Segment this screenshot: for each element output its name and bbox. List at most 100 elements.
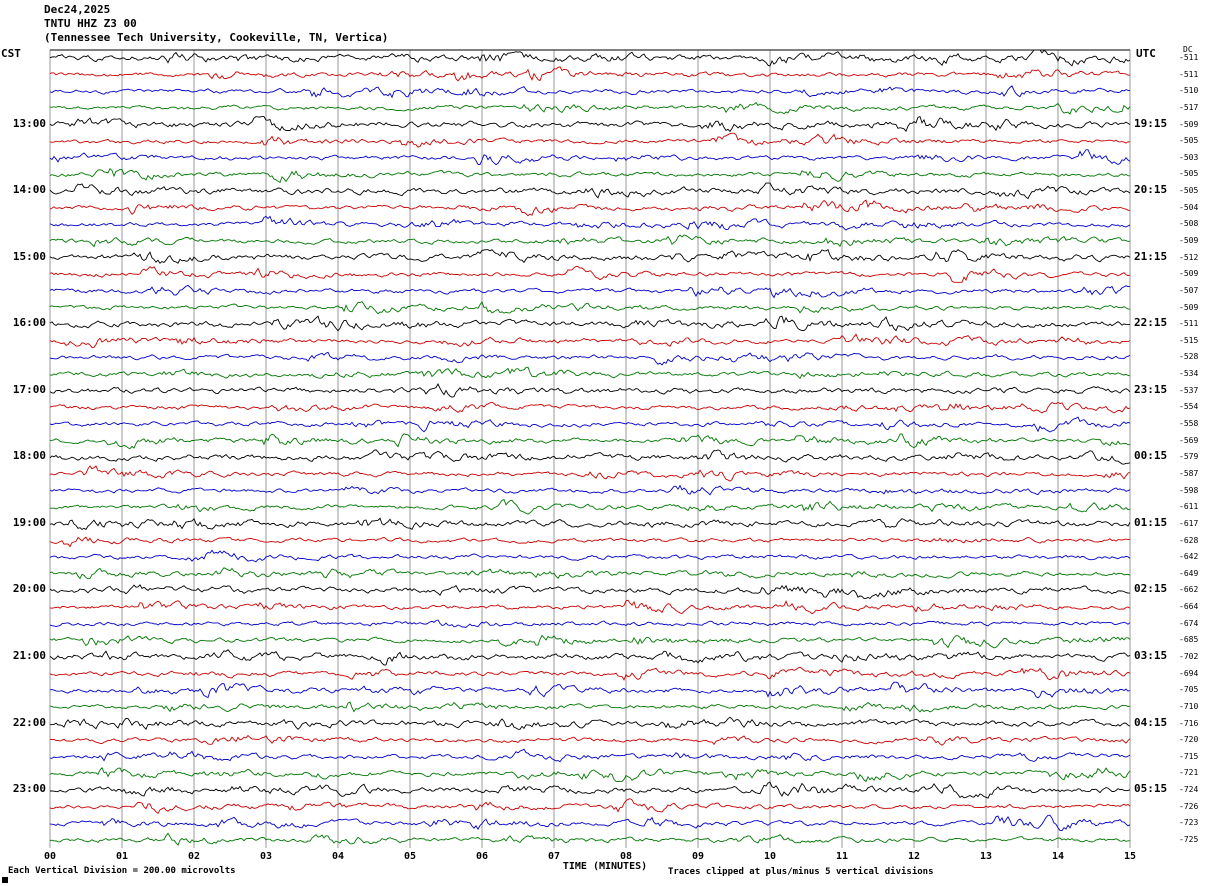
seismogram-trace: [49, 315, 1131, 332]
dc-offset-label: -569: [1179, 435, 1199, 445]
dc-offset-label: -505: [1179, 186, 1199, 196]
seismogram-trace: [49, 167, 1131, 184]
seismogram-trace: [49, 814, 1131, 832]
x-axis-tick-label: 10: [763, 851, 777, 862]
x-axis-tick-label: 13: [979, 851, 993, 862]
dc-offset-label: -662: [1179, 585, 1199, 595]
cst-hour-label: 16:00: [12, 316, 46, 330]
seismogram-trace: [49, 351, 1131, 366]
dc-offset-label: -716: [1179, 718, 1199, 728]
dc-offset-label: -720: [1179, 735, 1199, 745]
dc-offset-label: -694: [1179, 668, 1199, 678]
x-axis-tick-label: 04: [331, 851, 345, 862]
seismogram-trace: [49, 199, 1131, 217]
cst-hour-label: 20:00: [12, 582, 46, 596]
dc-offset-label: -715: [1179, 751, 1199, 761]
seismogram-trace: [49, 716, 1131, 731]
seismogram-trace: [49, 549, 1131, 563]
seismogram-trace: [49, 249, 1131, 264]
cst-hour-label: 23:00: [12, 782, 46, 796]
seismogram-trace: [49, 681, 1131, 699]
dc-offset-label: -685: [1179, 635, 1199, 645]
seismogram-trace: [49, 599, 1131, 615]
dc-offset-label: -702: [1179, 651, 1199, 661]
seismogram-trace: [49, 666, 1131, 681]
utc-hour-label: 03:15: [1134, 648, 1168, 662]
seismogram-trace: [49, 401, 1131, 414]
dc-offset-label: -674: [1179, 618, 1199, 628]
seismogram-trace: [49, 366, 1131, 380]
dc-offset-label: -724: [1179, 785, 1199, 795]
seismogram-trace: [49, 49, 1131, 67]
seismogram-trace: [49, 766, 1131, 783]
dc-offset-label: -509: [1179, 119, 1199, 129]
seismogram-trace: [49, 649, 1131, 666]
x-axis-tick-label: 00: [43, 851, 57, 862]
dc-offset-label: -725: [1179, 834, 1199, 844]
seismogram-trace: [49, 85, 1131, 99]
dc-offset-label: -649: [1179, 568, 1199, 578]
seismogram-trace: [49, 132, 1131, 148]
dc-offset-label: -664: [1179, 602, 1199, 612]
dc-offset-label: -509: [1179, 269, 1199, 279]
x-axis-tick-label: 09: [691, 851, 705, 862]
seismogram-trace: [50, 781, 1131, 799]
dc-offset-label: -628: [1179, 535, 1199, 545]
cst-hour-label: 21:00: [12, 648, 46, 662]
seismogram-trace: [49, 266, 1131, 283]
x-axis-tick-label: 12: [907, 851, 921, 862]
dc-offset-label: -537: [1179, 385, 1199, 395]
cst-hour-label: 15:00: [12, 249, 46, 263]
dc-offset-label: -512: [1179, 252, 1199, 262]
seismogram-trace: [49, 215, 1131, 231]
utc-hour-label: 23:15: [1134, 382, 1168, 396]
scale-note: Each Vertical Division = 200.00 microvol…: [8, 866, 236, 876]
dc-offset-label: -642: [1179, 552, 1199, 562]
x-axis-title: TIME (MINUTES): [562, 861, 648, 872]
dc-offset-label: -534: [1179, 369, 1199, 379]
dc-offset-label: -504: [1179, 202, 1199, 212]
seismogram-trace: [49, 101, 1131, 115]
dc-offset-label: -509: [1179, 236, 1199, 246]
seismogram-trace: [49, 66, 1131, 82]
utc-hour-label: 04:15: [1134, 715, 1168, 729]
corner-mark: [2, 877, 8, 883]
dc-offset-label: -505: [1179, 136, 1199, 146]
dc-offset-label: -509: [1179, 302, 1199, 312]
seismogram-trace: [49, 798, 1131, 814]
dc-offset-label: -511: [1179, 53, 1199, 62]
dc-offset-label: -558: [1179, 419, 1199, 429]
utc-hour-label: 19:15: [1134, 116, 1168, 130]
seismogram-trace: [49, 182, 1131, 200]
x-axis-tick-label: 14: [1051, 851, 1065, 862]
x-axis-tick-label: 08: [619, 851, 633, 862]
cst-hour-label: 19:00: [12, 515, 46, 529]
seismogram-trace: [49, 301, 1131, 315]
seismogram-trace: [49, 484, 1131, 496]
dc-offset-label: -515: [1179, 335, 1199, 345]
utc-hour-label: 02:15: [1134, 582, 1168, 596]
seismogram-trace: [49, 619, 1131, 628]
x-axis-tick-label: 15: [1123, 851, 1137, 862]
dc-offset-label: -721: [1179, 768, 1199, 778]
seismogram-trace: [49, 701, 1131, 713]
seismogram-trace: [49, 832, 1130, 846]
seismogram-trace: [49, 416, 1131, 433]
dc-column-header: DC: [1183, 45, 1193, 54]
x-axis-tick-label: 01: [115, 851, 129, 862]
dc-offset-label: -511: [1179, 319, 1199, 329]
dc-offset-label: -510: [1179, 86, 1199, 96]
dc-offset-label: -726: [1179, 801, 1199, 811]
utc-hour-label: 21:15: [1134, 249, 1168, 263]
seismogram-trace: [49, 536, 1131, 548]
seismogram-trace: [50, 499, 1130, 515]
dc-offset-label: -579: [1179, 452, 1199, 462]
dc-offset-label: -611: [1179, 502, 1199, 512]
dc-offset-label: -723: [1179, 818, 1199, 828]
page-title-date: Dec24,2025: [44, 3, 111, 16]
seismogram-trace: [49, 116, 1131, 133]
x-axis-tick-label: 02: [187, 851, 201, 862]
right-timezone-label: UTC: [1136, 47, 1156, 60]
dc-offset-label: -508: [1179, 219, 1199, 229]
cst-hour-label: 17:00: [12, 382, 46, 396]
